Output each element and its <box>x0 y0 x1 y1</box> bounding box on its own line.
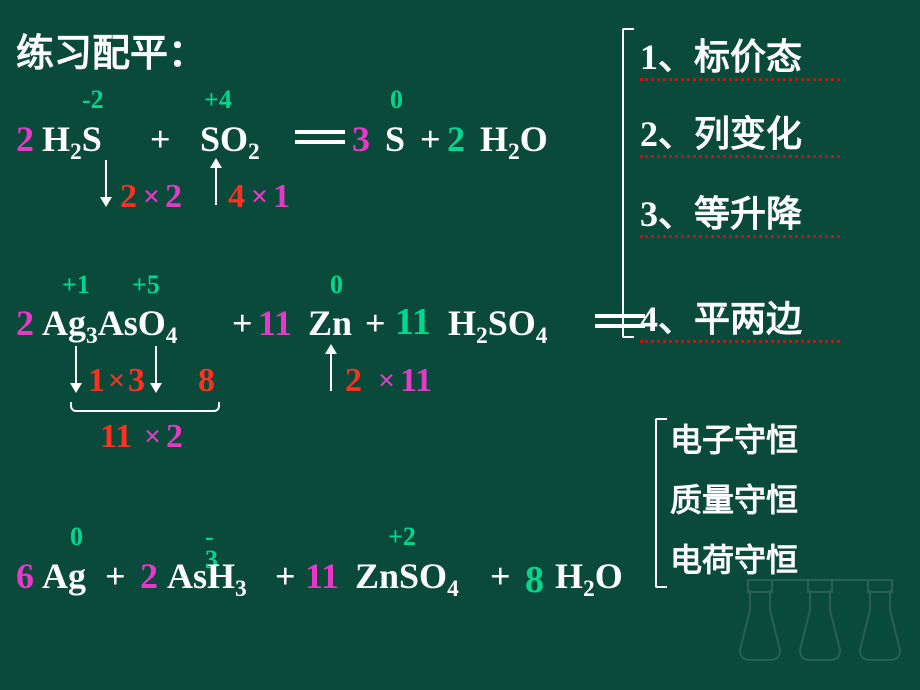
eq3-plus3: + <box>490 555 511 597</box>
step-1: 1、标价态 <box>640 28 802 80</box>
eq2-ag3aso4: Ag3AsO4 <box>42 302 177 350</box>
eq3-ox-zn: +2 <box>388 522 416 552</box>
laws-bracket <box>655 418 657 588</box>
eq3-ag: Ag <box>42 555 86 597</box>
eq3-ash3: AsH3 <box>167 555 247 603</box>
eq2-ag: Ag <box>42 303 86 343</box>
eq2-calc3-b: 11 <box>400 362 432 400</box>
eq1-calc2-a: 4 <box>228 178 245 216</box>
eq1-so: SO <box>200 119 248 159</box>
eq1-h2o-sub: 2 <box>508 139 520 165</box>
eq1-h2s-sub: 2 <box>70 139 82 165</box>
step-4-underline <box>640 340 840 343</box>
eq1-arrow-up <box>215 160 217 205</box>
eq3-h2o-o: O <box>595 556 623 596</box>
page-title: 练习配平： <box>16 22 206 77</box>
eq1-ox3: 0 <box>390 85 403 115</box>
law-1: 电子守恒 <box>670 415 798 461</box>
eq2-zn: Zn <box>308 302 352 344</box>
eq2-calc3-x: × <box>378 364 395 398</box>
eq2-ox-ag: +1 <box>62 270 90 300</box>
eq1-h2o-h: H <box>480 119 508 159</box>
eq2-coef-zn: 11 <box>258 302 292 344</box>
eq3-ox-ag: 0 <box>70 522 83 552</box>
eq3-coef-h2o: 8 <box>525 558 544 602</box>
step-3-underline <box>640 235 840 238</box>
eq1-calc2-x: × <box>251 180 268 214</box>
eq1-calc1-a: 2 <box>120 178 137 216</box>
eq3-plus2: + <box>275 555 296 597</box>
eq2-calc1-b: 3 <box>128 362 145 400</box>
law-2: 质量守恒 <box>670 475 798 521</box>
eq2-equals <box>595 314 645 328</box>
eq2-plus1: + <box>232 302 253 344</box>
step-2: 2、列变化 <box>640 105 802 157</box>
eq3-coef-znso4: 11 <box>305 555 339 597</box>
eq2-coef1: 2 <box>16 302 34 344</box>
eq1-s: S <box>385 118 405 160</box>
eq1-h2s: H2S <box>42 118 102 166</box>
eq2-so-sub: 4 <box>536 323 548 349</box>
eq2-coef-h2so4: 11 <box>395 300 431 344</box>
eq1-so2: SO2 <box>200 118 260 166</box>
eq3-h2o: H2O <box>555 555 623 603</box>
eq2-aso: AsO <box>98 303 166 343</box>
eq1-calc1-b: 2 <box>165 178 182 216</box>
eq2-arrow-down2 <box>155 346 157 391</box>
eq3-ash-sub: 3 <box>235 576 247 602</box>
eq2-arrow-down1 <box>75 346 77 391</box>
eq2-arrow-up <box>330 346 332 391</box>
eq2-underbrace <box>70 402 220 412</box>
eq1-h2o: H2O <box>480 118 548 166</box>
eq2-h: H <box>448 303 476 343</box>
eq3-znso: ZnSO <box>355 556 447 596</box>
eq1-calc1-x: × <box>143 180 160 214</box>
step-2-underline <box>640 155 840 158</box>
step-3: 3、等升降 <box>640 185 802 237</box>
eq1-plus2: + <box>420 118 441 160</box>
eq2-calc1-a: 1 <box>88 362 105 400</box>
eq2-ox-as: +5 <box>132 270 160 300</box>
eq2-so: SO <box>488 303 536 343</box>
eq2-calc4-x: × <box>144 420 161 454</box>
step-1-underline <box>640 78 840 81</box>
eq2-calc2: 8 <box>198 362 215 400</box>
eq1-h: H <box>42 119 70 159</box>
eq2-aso-sub: 4 <box>166 323 178 349</box>
eq2-ox-zn: 0 <box>330 270 343 300</box>
eq2-h-sub: 2 <box>476 323 488 349</box>
eq2-calc4-a: 11 <box>100 418 132 456</box>
eq3-ash: AsH <box>167 556 235 596</box>
eq1-coef1: 2 <box>16 118 34 160</box>
eq1-coef-h2o: 2 <box>447 118 465 160</box>
eq2-calc1-x: × <box>108 364 125 398</box>
eq3-znso4: ZnSO4 <box>355 555 459 603</box>
flask-icon <box>730 560 910 680</box>
eq3-coef-ash3: 2 <box>140 555 158 597</box>
eq1-ox2: +4 <box>204 85 232 115</box>
eq3-h2o-h: H <box>555 556 583 596</box>
eq1-h2s-s: S <box>82 119 102 159</box>
eq1-equals <box>295 130 345 144</box>
eq1-calc2-b: 1 <box>273 178 290 216</box>
eq1-plus1: + <box>150 118 171 160</box>
eq1-arrow-down <box>105 160 107 205</box>
eq1-h2o-o: O <box>520 119 548 159</box>
eq2-calc4-b: 2 <box>166 418 183 456</box>
eq1-coef-s: 3 <box>352 118 370 160</box>
step-4: 4、平两边 <box>640 290 802 342</box>
eq2-calc3-a: 2 <box>345 362 362 400</box>
eq3-znso-sub: 4 <box>447 576 459 602</box>
eq2-h2so4: H2SO4 <box>448 302 547 350</box>
eq1-ox1: -2 <box>82 85 104 115</box>
steps-bracket <box>622 28 624 338</box>
eq3-coef-ag: 6 <box>16 555 34 597</box>
eq3-h2o-sub: 2 <box>583 576 595 602</box>
eq2-plus2: + <box>365 302 386 344</box>
eq2-ag-sub: 3 <box>86 323 98 349</box>
eq3-plus1: + <box>105 555 126 597</box>
eq1-so2-sub: 2 <box>248 139 260 165</box>
